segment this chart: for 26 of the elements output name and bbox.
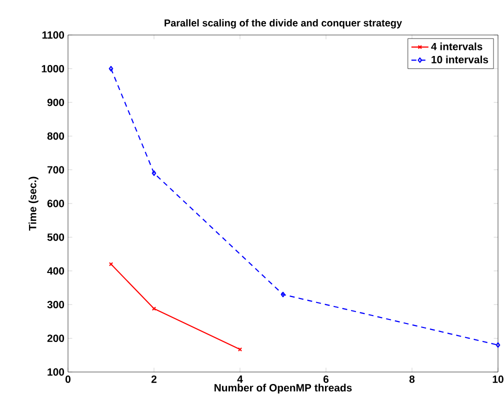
point (280, 292, 286, 298)
y-tick-label: 400 (47, 267, 64, 275)
x-tick-label: 8 (409, 376, 415, 383)
x-tick-label: 4 (237, 376, 243, 383)
y-tick-label: 1100 (42, 31, 64, 39)
y-tick-label: 500 (47, 234, 64, 241)
point (496, 342, 500, 348)
y-tick-label: 1000 (42, 65, 64, 72)
legend-label: 10 intervals (432, 56, 488, 64)
x-tick-label: 6 (323, 376, 329, 383)
y-tick-label: 800 (47, 132, 64, 140)
y-tick-label: 900 (47, 98, 64, 106)
y-tick-label: 700 (47, 166, 64, 174)
legend-label: 4 intervals (431, 42, 482, 50)
y-tick-label: 200 (47, 334, 64, 342)
y-tick-label: 300 (47, 300, 64, 308)
x-tick-label: 2 (151, 376, 156, 383)
y-tick-label: 100 (48, 368, 64, 376)
point (152, 170, 156, 176)
x-tick-label: 10 (492, 376, 504, 383)
chart-title: Parallel scaling of the divide and conquer strategy (164, 19, 402, 28)
point (108, 66, 114, 72)
x-axis-title: Number of OpenMP threads (214, 384, 352, 394)
y-axis-title: Time (sec.) (28, 176, 38, 231)
x-tick-label: 0 (65, 376, 70, 383)
y-tick-label: 600 (47, 200, 64, 208)
